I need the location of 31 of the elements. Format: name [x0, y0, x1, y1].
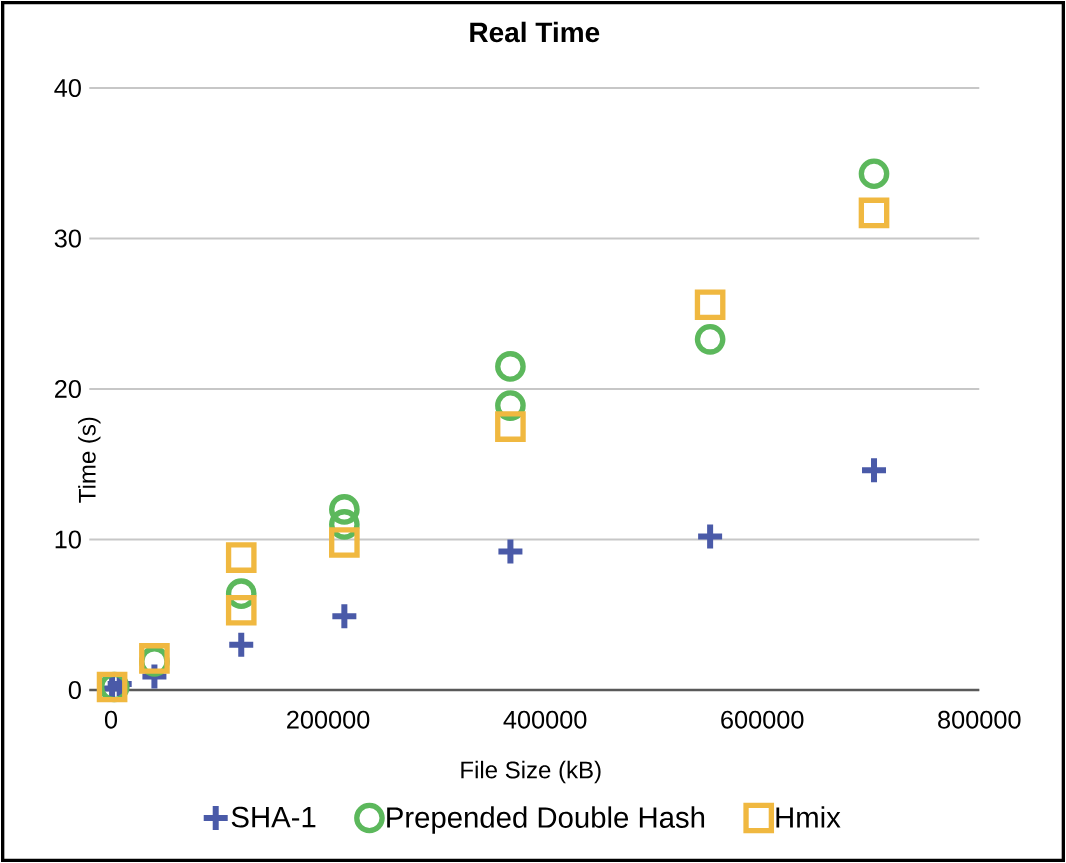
point [495, 351, 526, 382]
x-axis-title: File Size (kB) [461, 760, 601, 784]
x-tick-label: 600000 [721, 710, 804, 729]
y-tick-label: 20 [55, 380, 81, 398]
x-tick-label: 200000 [287, 710, 370, 729]
legend-label: SHA-1 [231, 806, 316, 828]
point [698, 524, 723, 549]
point [694, 323, 726, 355]
point [858, 197, 890, 229]
point [862, 458, 887, 483]
x-tick-label: 400000 [503, 710, 587, 729]
y-tick-label: 30 [54, 229, 81, 248]
point [229, 632, 254, 657]
point [498, 539, 523, 564]
chart-title: Real Time [470, 21, 600, 43]
y-axis-title: Time (s) [78, 417, 101, 503]
point [694, 289, 726, 321]
point [495, 411, 526, 442]
point [329, 527, 360, 558]
x-tick-label: 800000 [938, 710, 1021, 729]
legend-label: Prepended Double Hash [387, 806, 705, 834]
point [332, 604, 357, 629]
legend-label: Hmix [776, 806, 841, 828]
y-tick-label: 40 [54, 79, 81, 97]
point [225, 542, 257, 573]
point [225, 594, 257, 626]
point [329, 494, 360, 525]
x-tick-label: 0 [104, 710, 118, 729]
y-tick-label: 10 [55, 530, 81, 549]
y-tick-label: 0 [68, 681, 81, 699]
point [858, 158, 890, 190]
